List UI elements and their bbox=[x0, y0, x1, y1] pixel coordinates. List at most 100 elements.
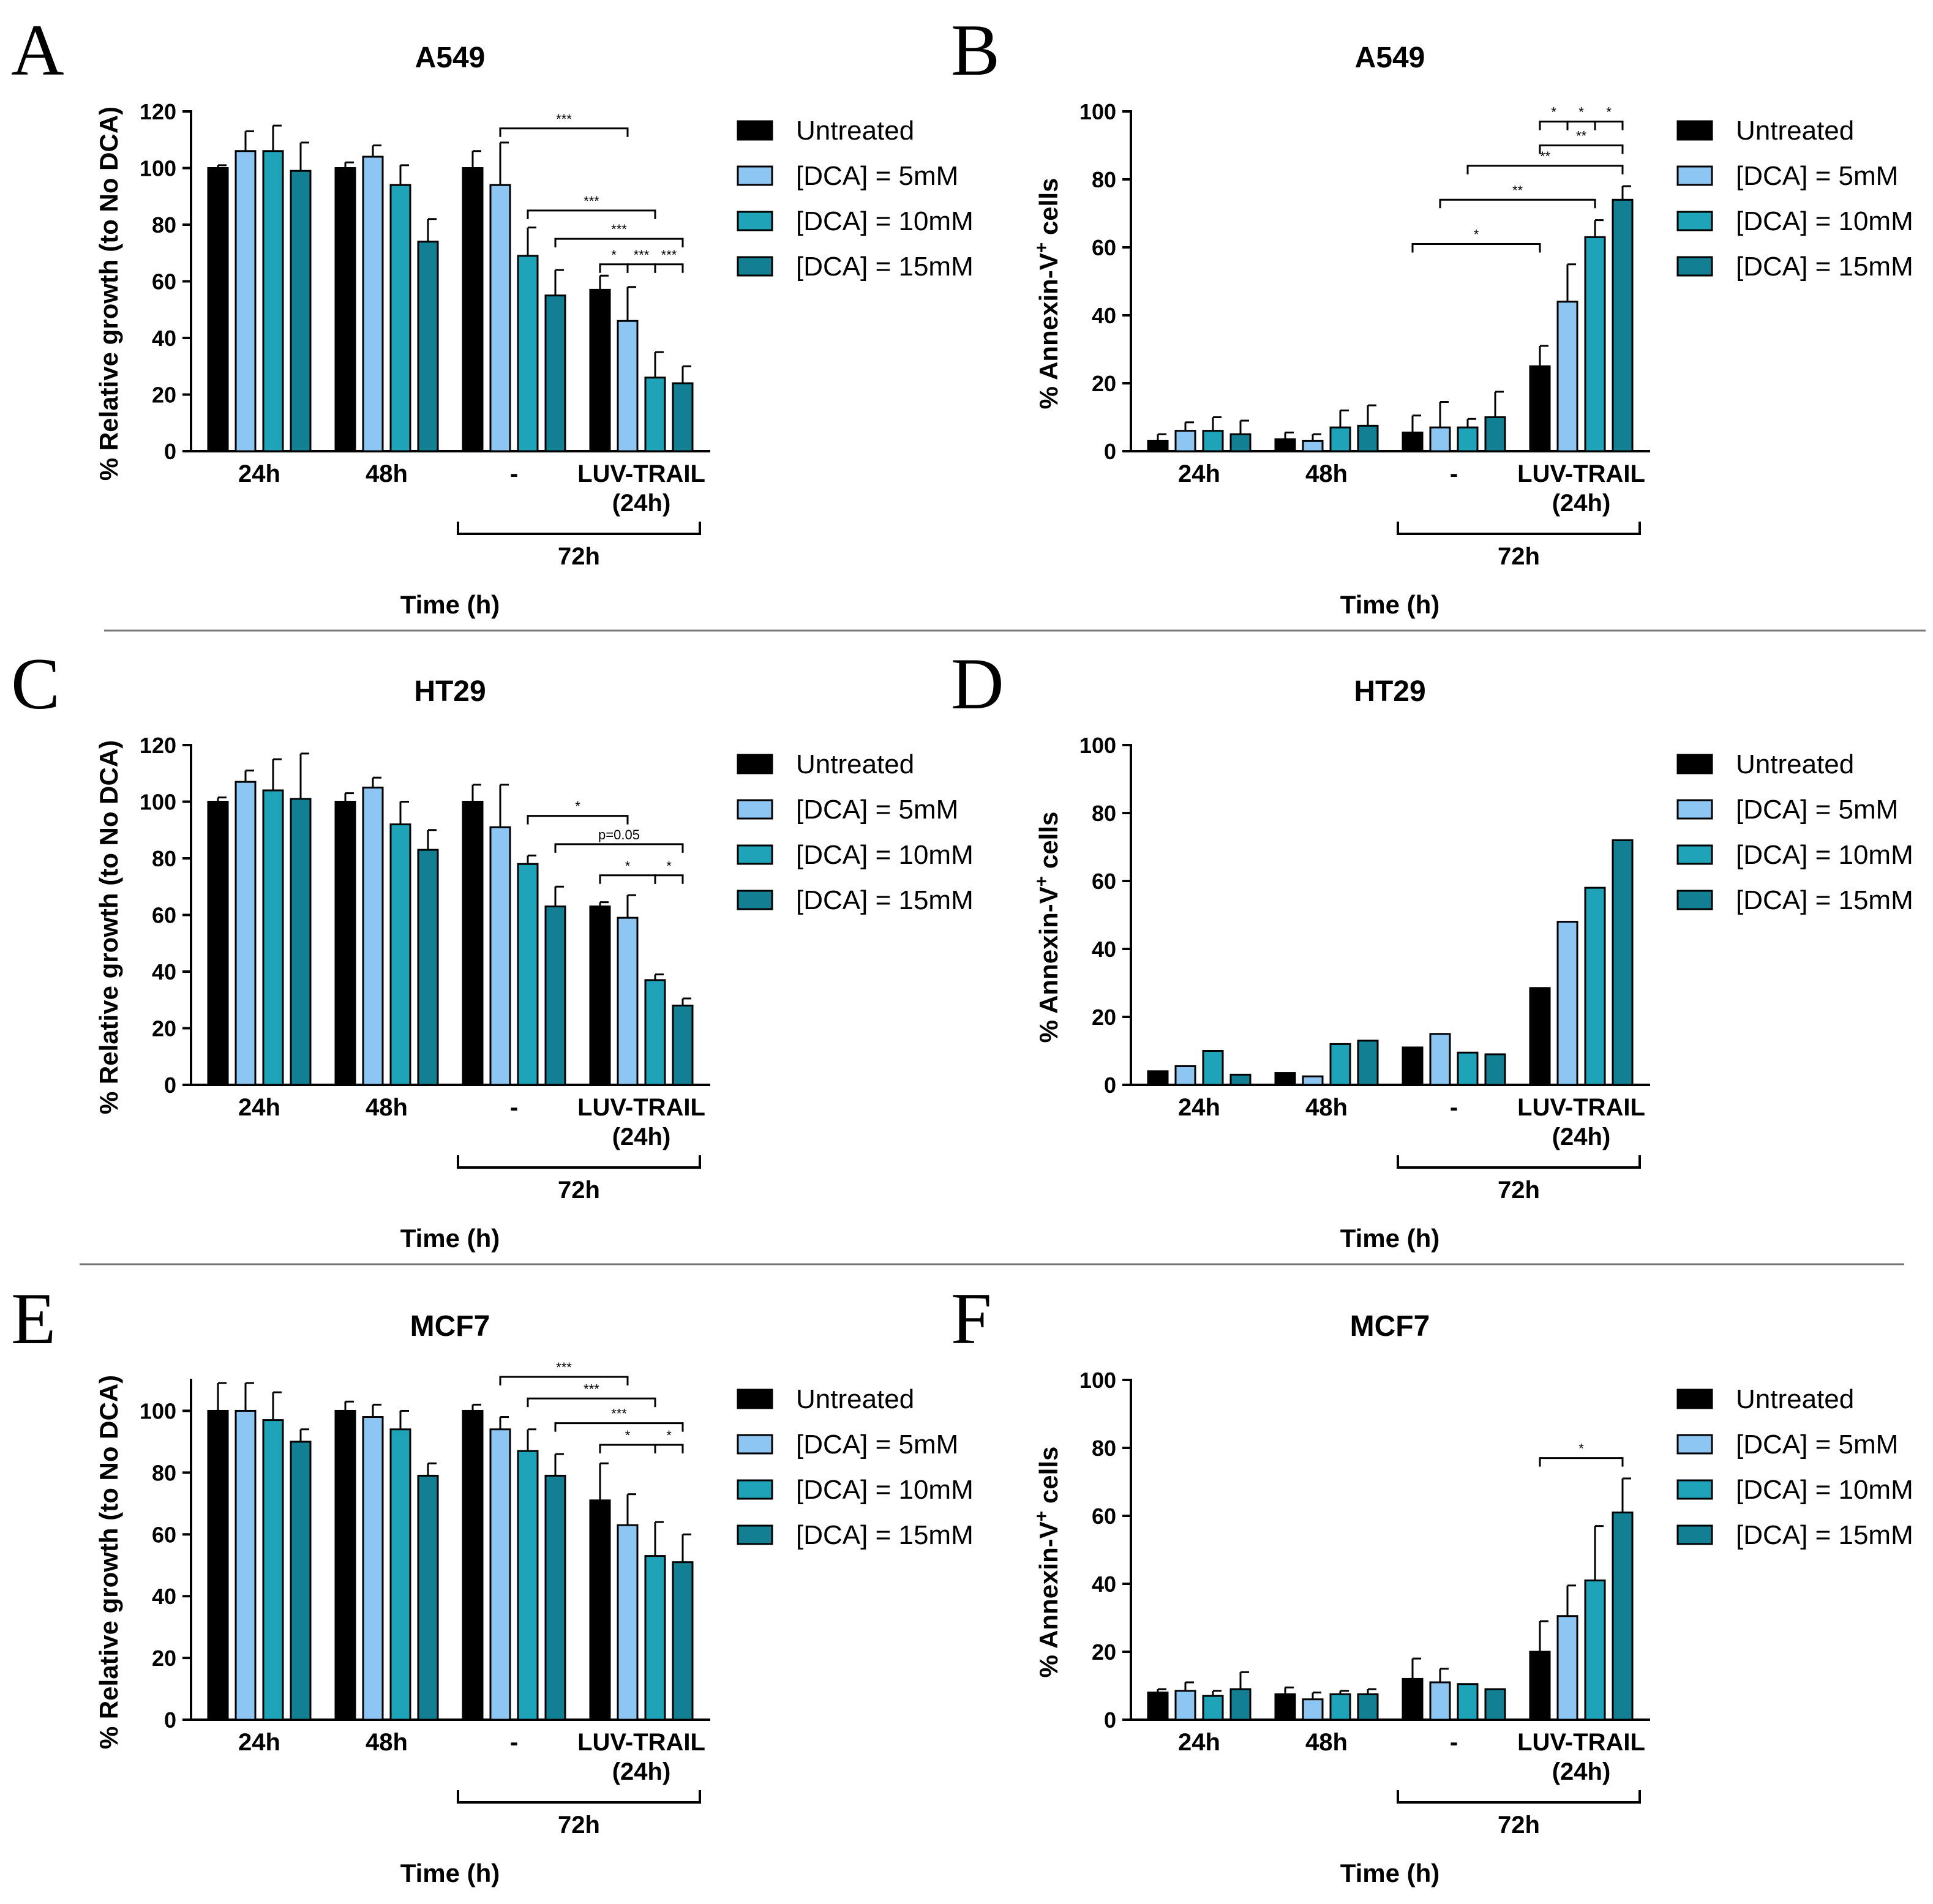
significance-bracket bbox=[599, 263, 629, 273]
bar bbox=[417, 849, 439, 1086]
y-tick-label: 100 bbox=[140, 1398, 176, 1423]
category-label: 24h bbox=[1178, 460, 1220, 487]
significance-stars: *** bbox=[584, 193, 599, 209]
legend-swatch bbox=[737, 1479, 773, 1500]
bar bbox=[489, 826, 511, 1086]
bar bbox=[544, 1474, 566, 1721]
y-label-part: cells bbox=[1034, 1447, 1063, 1511]
bar bbox=[1202, 430, 1224, 452]
significance-stars: *** bbox=[634, 247, 650, 263]
bar bbox=[589, 905, 611, 1086]
bar bbox=[1229, 1688, 1252, 1721]
significance-bracket bbox=[1439, 198, 1596, 209]
significance-stars: *** bbox=[611, 222, 627, 237]
bar bbox=[235, 150, 257, 452]
y-tick-label: 120 bbox=[140, 99, 176, 124]
y-tick-label: 60 bbox=[152, 269, 176, 294]
group-bracket bbox=[1397, 1155, 1641, 1169]
x-axis-label: Time (h) bbox=[1340, 1859, 1440, 1887]
bar bbox=[334, 801, 356, 1086]
category-label: (24h) bbox=[1552, 1758, 1611, 1785]
panel-letter: C bbox=[11, 643, 60, 724]
significance-stars: * bbox=[1606, 105, 1612, 120]
legend-swatch bbox=[1676, 256, 1713, 277]
legend-label: [DCA] = 10mM bbox=[1736, 1475, 1913, 1505]
panel-c: C HT29 0 20 40 60 80 100 120 % Relative growth (t… bbox=[11, 643, 974, 1253]
y-tick-label: 0 bbox=[1104, 1707, 1116, 1733]
y-tick-label: 0 bbox=[164, 1707, 176, 1733]
legend-swatch bbox=[737, 211, 773, 231]
bar bbox=[672, 1561, 694, 1721]
legend-label: [DCA] = 10mM bbox=[796, 206, 974, 236]
legend-label: [DCA] = 10mM bbox=[1736, 840, 1913, 870]
y-axis-label: % Relative growth (to No DCA) bbox=[94, 740, 123, 1114]
legend-swatch bbox=[737, 799, 773, 820]
legend-swatch bbox=[737, 844, 773, 865]
group-bracket bbox=[457, 522, 701, 535]
bar bbox=[462, 801, 484, 1086]
category-label: 24h bbox=[238, 1729, 280, 1756]
significance-bracket bbox=[1466, 165, 1624, 174]
legend-label: [DCA] = 10mM bbox=[796, 840, 974, 870]
significance-stars: ** bbox=[1540, 149, 1551, 164]
category-label: - bbox=[1450, 460, 1458, 487]
bar bbox=[1329, 1043, 1351, 1086]
significance-bracket bbox=[1539, 144, 1624, 154]
legend-label: [DCA] = 15mM bbox=[1736, 1520, 1913, 1550]
legend-label: [DCA] = 15mM bbox=[1736, 885, 1913, 915]
y-tick-label: 20 bbox=[152, 1016, 176, 1041]
bar bbox=[1584, 1579, 1606, 1721]
category-label: 48h bbox=[366, 1094, 408, 1121]
y-tick-label: 80 bbox=[152, 846, 176, 871]
bar bbox=[1174, 430, 1196, 452]
bar bbox=[1402, 431, 1424, 452]
y-tick-label: 0 bbox=[164, 1073, 176, 1098]
legend-swatch bbox=[1676, 1479, 1713, 1500]
significance-stars: * bbox=[666, 1428, 672, 1443]
category-label: 48h bbox=[1305, 1094, 1348, 1121]
bar bbox=[1484, 416, 1506, 452]
bar bbox=[1147, 1070, 1169, 1086]
category-label: LUV-TRAIL bbox=[1517, 460, 1645, 487]
y-tick-label: 0 bbox=[1104, 1073, 1116, 1098]
chart-title: MCF7 bbox=[1350, 1310, 1430, 1343]
legend-label: Untreated bbox=[796, 749, 914, 779]
legend-swatch bbox=[737, 120, 773, 141]
bar bbox=[262, 1419, 284, 1721]
y-tick-label: 100 bbox=[1079, 733, 1116, 758]
bar bbox=[517, 255, 539, 452]
y-tick-label: 100 bbox=[1079, 99, 1116, 124]
y-tick-label: 40 bbox=[152, 959, 176, 984]
legend-label: [DCA] = 5mM bbox=[1736, 795, 1898, 825]
chart-title: A549 bbox=[1355, 42, 1425, 74]
legend-label: [DCA] = 5mM bbox=[796, 161, 958, 191]
x-axis-label: Time (h) bbox=[1340, 1224, 1440, 1253]
bar bbox=[1229, 433, 1252, 452]
group-bracket bbox=[1397, 1790, 1641, 1804]
bar bbox=[1402, 1046, 1424, 1086]
panel-e: E MCF7 0 20 40 60 80 100 % Relative growth (to N… bbox=[11, 1278, 974, 1887]
bar bbox=[1357, 424, 1379, 452]
bar bbox=[1147, 440, 1169, 452]
category-label: - bbox=[1450, 1094, 1458, 1121]
bar bbox=[1457, 426, 1479, 452]
bar bbox=[1584, 236, 1606, 452]
y-tick-label: 60 bbox=[152, 903, 176, 928]
bar bbox=[334, 1409, 356, 1721]
bar bbox=[290, 170, 312, 452]
legend-swatch bbox=[737, 890, 773, 910]
significance-stars: ** bbox=[1512, 182, 1523, 198]
x-axis-label: Time (h) bbox=[400, 590, 500, 619]
group-bracket bbox=[457, 1790, 701, 1804]
y-tick-label: 100 bbox=[140, 790, 176, 815]
category-label: 48h bbox=[1305, 460, 1348, 487]
y-tick-label: 100 bbox=[140, 156, 176, 181]
y-tick-label: 80 bbox=[152, 1460, 176, 1485]
y-label-superscript: + bbox=[1032, 242, 1052, 253]
panel-f: F MCF7 0 20 40 60 80 100 % Annexin-V+ cells 24h 48… bbox=[951, 1278, 1913, 1887]
significance-bracket bbox=[654, 1444, 684, 1453]
category-label: LUV-TRAIL bbox=[577, 1729, 705, 1756]
y-tick-label: 20 bbox=[152, 1646, 176, 1671]
panel-letter: F bbox=[951, 1278, 992, 1359]
y-axis-label: % Annexin-V+ cells bbox=[1032, 812, 1064, 1043]
